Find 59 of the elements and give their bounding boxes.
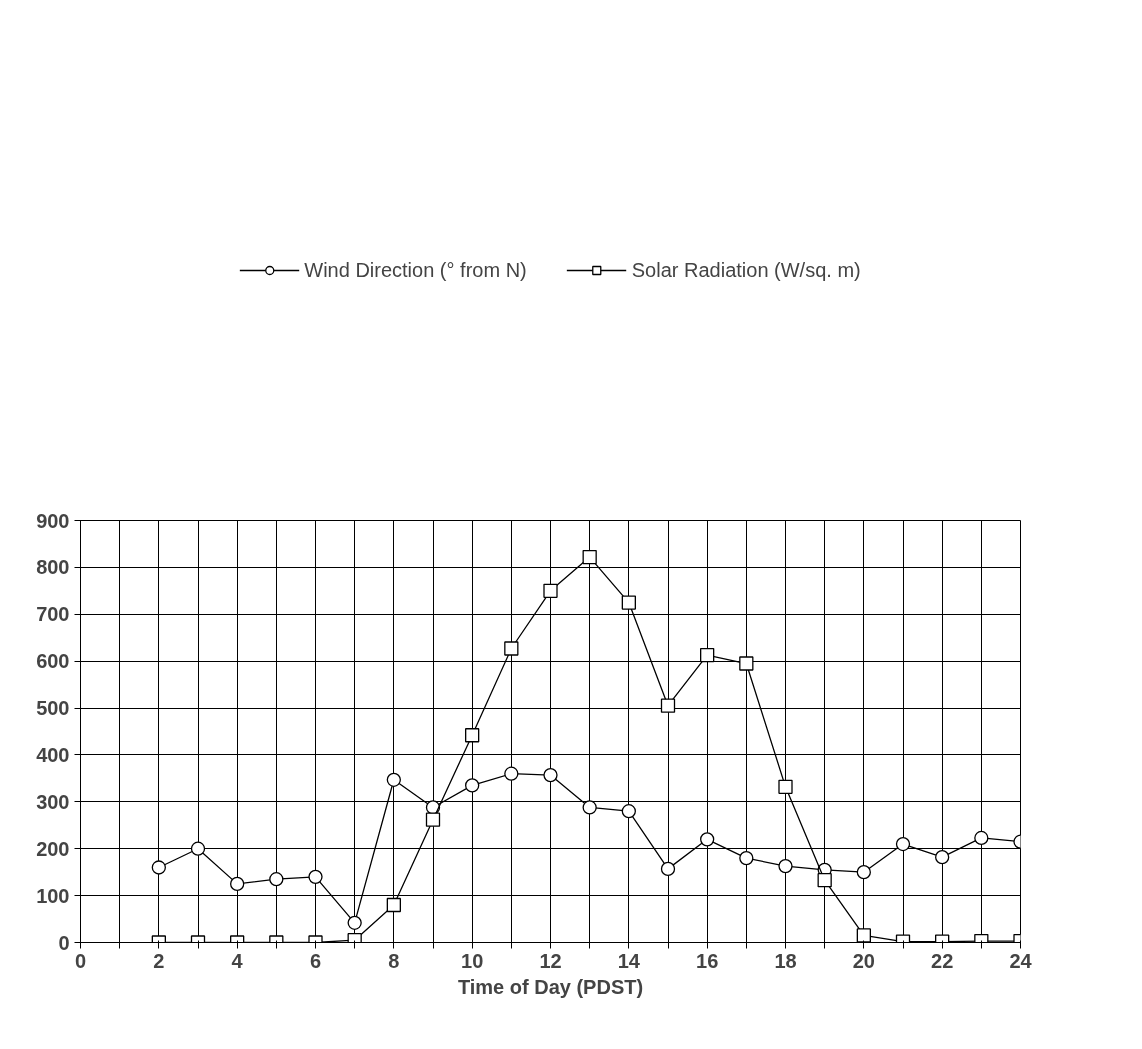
x-tick-label: 0 — [74, 949, 87, 972]
point — [504, 641, 519, 656]
point — [895, 836, 911, 852]
y-tick-label: 600 — [36, 650, 70, 673]
x-tick-label: 18 — [774, 949, 797, 972]
point — [856, 928, 871, 943]
x-tick-label: 2 — [153, 949, 165, 972]
y-tick-label: 0 — [58, 931, 70, 954]
x-tick-label: 6 — [309, 949, 322, 972]
point — [778, 779, 793, 794]
x-tick-label: 4 — [231, 949, 244, 972]
point — [817, 872, 832, 888]
point — [465, 778, 480, 793]
x-tick-label: 24 — [1009, 949, 1033, 972]
y-tick-label: 800 — [36, 556, 70, 579]
x-tick-label: 10 — [461, 949, 484, 972]
point — [739, 656, 754, 671]
point — [621, 595, 636, 610]
point — [504, 766, 519, 781]
point — [582, 549, 597, 565]
y-tick-label: 100 — [36, 884, 70, 907]
point — [856, 865, 871, 880]
point — [974, 830, 989, 846]
point — [700, 832, 715, 847]
y-tick-label: 900 — [36, 509, 70, 532]
point — [543, 583, 558, 598]
point — [621, 804, 636, 819]
y-tick-label: 300 — [36, 790, 70, 813]
point — [386, 772, 401, 787]
point — [700, 647, 715, 663]
x-tick-label: 8 — [388, 949, 400, 972]
legend-label: Wind Direction (° from N) — [304, 258, 527, 282]
x-tick-label: 12 — [539, 949, 562, 972]
x-tick-label: 14 — [617, 949, 641, 972]
point — [739, 850, 754, 866]
point — [269, 872, 284, 887]
x-tick-label: 20 — [852, 949, 875, 972]
point — [543, 767, 558, 783]
point — [190, 841, 206, 856]
point — [425, 812, 441, 827]
point — [308, 869, 323, 884]
point — [386, 897, 401, 913]
y-tick-label: 200 — [36, 837, 70, 860]
y-tick-label: 700 — [36, 603, 70, 626]
point — [151, 860, 166, 875]
point — [347, 915, 362, 930]
y-tick-label: 400 — [36, 743, 70, 766]
x-tick-label: 22 — [931, 949, 954, 972]
point — [660, 861, 676, 877]
y-tick-label: 500 — [36, 697, 70, 720]
point — [660, 698, 676, 713]
point — [230, 876, 245, 892]
legend-label: Solar Radiation (W/sq. m) — [631, 258, 861, 282]
point — [465, 728, 480, 743]
x-axis-title: Time of Day (PDST) — [457, 975, 644, 998]
point — [935, 850, 950, 865]
point — [778, 858, 793, 874]
point — [582, 800, 597, 815]
x-tick-label: 16 — [696, 949, 719, 972]
